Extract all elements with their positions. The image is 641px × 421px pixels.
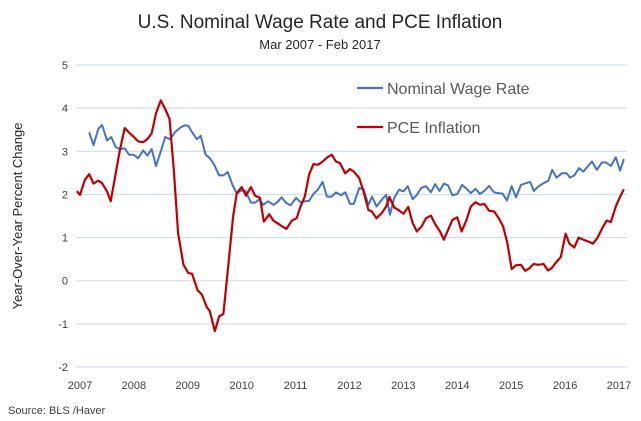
y-tick-label: 4 xyxy=(62,103,68,115)
series-line-pce-inflation xyxy=(75,99,625,333)
x-tick-label: 2007 xyxy=(68,380,92,392)
legend-label-wage: Nominal Wage Rate xyxy=(387,81,530,98)
x-tick-label: 2013 xyxy=(391,380,415,392)
x-tick-label: 2011 xyxy=(284,380,308,392)
y-tick-label: 2 xyxy=(62,189,68,201)
legend: Nominal Wage Rate PCE Inflation xyxy=(357,81,530,137)
x-tick-label: 2008 xyxy=(122,380,146,392)
chart-title: U.S. Nominal Wage Rate and PCE Inflation xyxy=(138,12,503,33)
x-tick-label: 2012 xyxy=(337,380,361,392)
chart-subtitle: Mar 2007 - Feb 2017 xyxy=(259,37,380,52)
y-tick-label: 0 xyxy=(62,276,68,288)
x-tick-label: 2017 xyxy=(607,380,631,392)
y-tick-label: 1 xyxy=(62,233,68,245)
series-lines xyxy=(75,99,625,333)
x-tick-label: 2015 xyxy=(499,380,523,392)
gridlines xyxy=(76,64,627,368)
x-axis-ticks: 2007 2008 2009 2010 2011 2012 2013 2014 2015 2016… xyxy=(68,380,631,392)
x-tick-label: 2014 xyxy=(445,380,469,392)
y-tick-label: -1 xyxy=(58,319,68,331)
source-note: Source: BLS /Haver xyxy=(8,405,106,417)
x-tick-label: 2009 xyxy=(176,380,200,392)
y-axis-ticks: -2 -1 0 1 2 3 4 5 xyxy=(58,60,68,374)
series-line-nominal-wage-rate xyxy=(88,124,625,216)
y-tick-label: 5 xyxy=(62,60,68,72)
y-tick-label: -2 xyxy=(58,362,68,374)
legend-label-pce: PCE Inflation xyxy=(387,120,480,137)
y-axis-label: Year-Over-Year Percent Change xyxy=(10,123,25,310)
y-tick-label: 3 xyxy=(62,146,68,158)
x-tick-label: 2010 xyxy=(229,380,253,392)
x-tick-label: 2016 xyxy=(553,380,577,392)
